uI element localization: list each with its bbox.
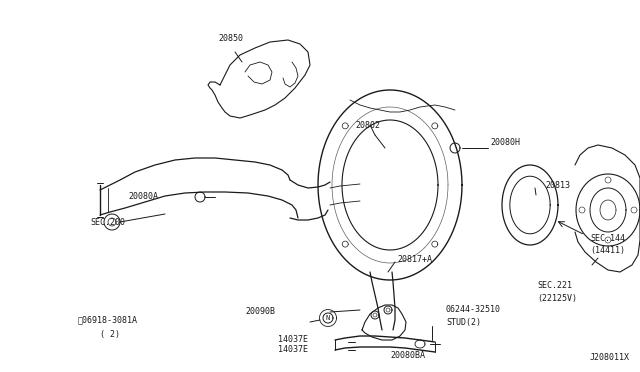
Text: (22125V): (22125V) [537,294,577,302]
Text: STUD(2): STUD(2) [446,318,481,327]
Text: 20080H: 20080H [490,138,520,147]
Text: ⓝ06918-3081A: ⓝ06918-3081A [78,315,138,324]
Text: 20817+A: 20817+A [397,256,432,264]
Text: (14411): (14411) [590,246,625,254]
Text: 06244-32510: 06244-32510 [446,305,501,314]
Text: N: N [326,315,330,321]
Text: SEC.200: SEC.200 [90,218,125,227]
Text: ( 2): ( 2) [100,330,120,340]
Text: 14037E: 14037E [278,336,308,344]
Text: 20813: 20813 [545,180,570,189]
Text: 20802: 20802 [355,121,380,129]
Text: 14037E: 14037E [278,346,308,355]
Text: 20090B: 20090B [245,308,275,317]
Text: 20080A: 20080A [128,192,158,201]
Text: SEC.144: SEC.144 [590,234,625,243]
Text: J208011X: J208011X [590,353,630,362]
Text: 20080BA: 20080BA [390,350,425,359]
Text: SEC.221: SEC.221 [537,280,572,289]
Text: 20850: 20850 [218,33,243,42]
